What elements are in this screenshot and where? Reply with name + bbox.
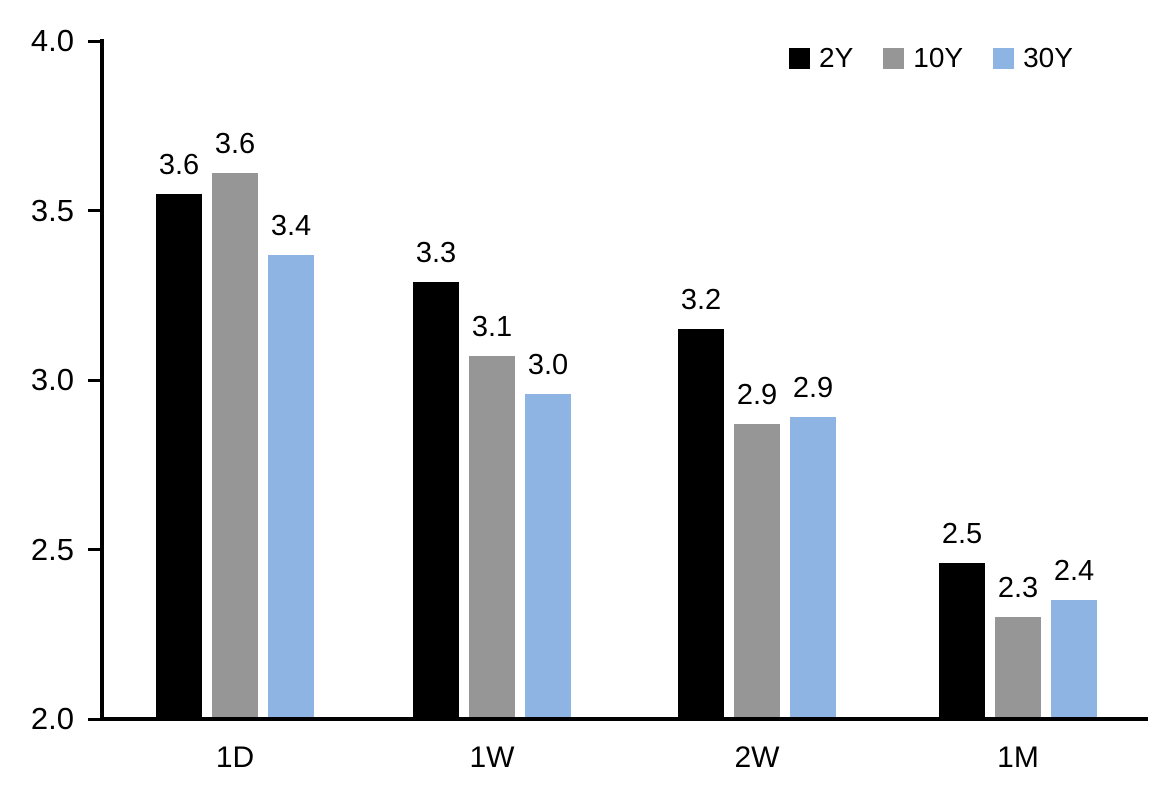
x-category-label-1W: 1W (469, 741, 515, 774)
bar-value-label: 3.6 (158, 148, 200, 181)
x-category-label-1D: 1D (215, 741, 255, 774)
legend-label: 2Y (819, 42, 854, 73)
legend-label: 30Y (1023, 42, 1073, 73)
y-tick-mark (88, 39, 101, 43)
y-tick-mark (88, 209, 101, 212)
bar-10Y-1M (995, 617, 1041, 717)
bar-value-label: 3.1 (471, 311, 513, 344)
bar-value-label: 2.9 (736, 379, 778, 412)
bar-2Y-2W (678, 329, 724, 717)
legend-label: 10Y (913, 42, 964, 73)
bar-10Y-2W (734, 424, 780, 717)
y-axis-line (100, 39, 104, 721)
x-category-label-1M: 1M (997, 741, 1039, 774)
legend-swatch-icon (789, 47, 810, 69)
legend-item-10Y: 10Y (883, 44, 963, 72)
bar-value-label: 3.3 (415, 236, 457, 269)
y-tick-mark (88, 378, 101, 382)
bar-2Y-1W (413, 281, 459, 717)
y-tick-label: 2.0 (30, 701, 74, 736)
legend-swatch-icon (993, 47, 1015, 69)
y-tick-mark (88, 548, 101, 551)
bar-2Y-1M (939, 563, 985, 717)
bar-value-label: 3.6 (214, 128, 256, 161)
y-tick-label: 2.5 (30, 531, 74, 567)
bar-10Y-1D (212, 173, 258, 717)
bar-value-label: 2.5 (941, 518, 983, 551)
bar-value-label: 2.9 (792, 372, 834, 405)
y-tick-mark (88, 717, 101, 721)
bar-30Y-1W (525, 393, 571, 717)
legend: 2Y 10Y 30Y (789, 44, 1073, 72)
legend-item-2Y: 2Y (789, 44, 853, 72)
legend-swatch-icon (883, 47, 905, 69)
bar-value-label: 2.3 (997, 572, 1039, 605)
bar-value-label: 2.4 (1053, 555, 1095, 588)
y-tick-label: 4.0 (30, 23, 74, 58)
y-tick-label: 3.0 (30, 362, 74, 397)
x-category-label-2W: 2W (734, 741, 780, 774)
bar-value-label: 3.4 (270, 209, 312, 242)
bar-value-label: 3.2 (680, 284, 722, 317)
bar-value-label: 3.0 (527, 348, 569, 381)
bar-30Y-2W (790, 417, 836, 717)
bar-10Y-1W (469, 356, 515, 717)
bar-2Y-1D (156, 193, 202, 717)
bar-30Y-1M (1051, 600, 1097, 717)
x-axis-line (100, 717, 1148, 721)
legend-item-30Y: 30Y (993, 44, 1073, 72)
y-tick-label: 3.5 (30, 192, 74, 228)
bar-30Y-1D (268, 254, 314, 717)
